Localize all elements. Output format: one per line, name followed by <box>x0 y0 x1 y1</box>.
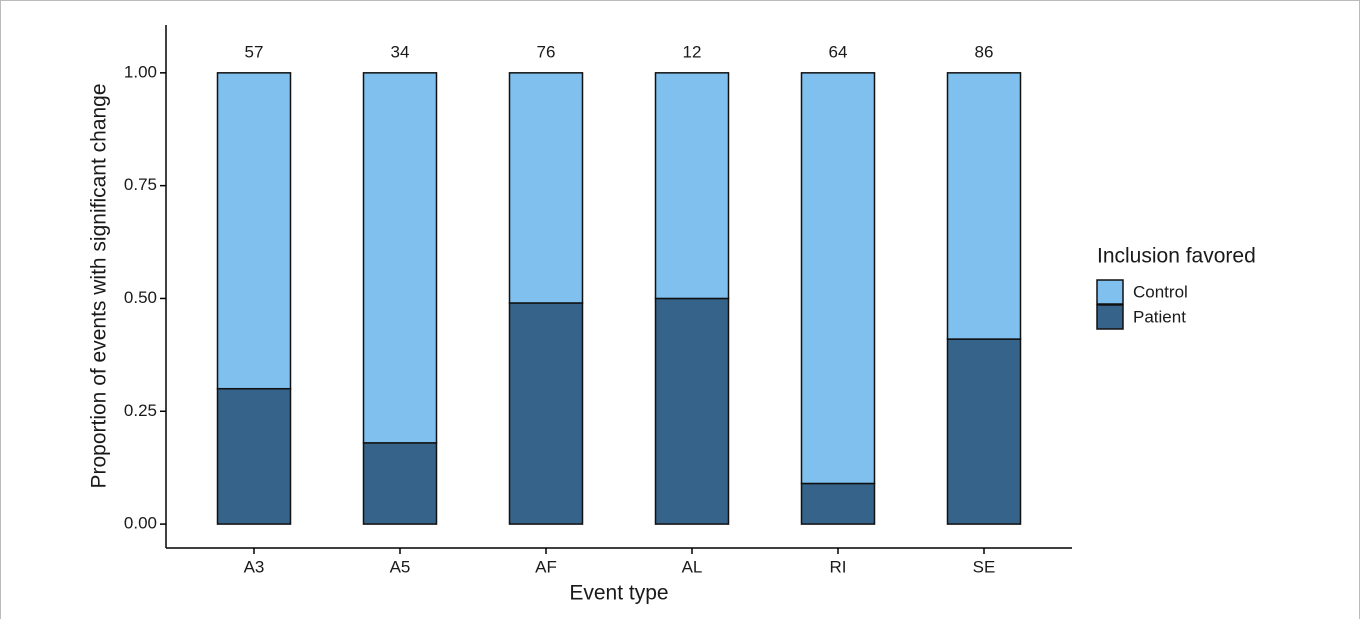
legend-key <box>1096 279 1124 305</box>
y-axis-title: Proportion of events with significant ch… <box>88 83 111 488</box>
bar-count-label: 64 <box>829 42 848 61</box>
y-tick-label: 0.50 <box>124 288 157 307</box>
bar-count-label: 86 <box>975 42 994 61</box>
bar-segment <box>508 72 584 304</box>
y-tick-label: 0.25 <box>124 401 157 420</box>
bar-segment <box>216 387 292 525</box>
legend-label: Control <box>1133 282 1188 301</box>
y-tick-label: 1.00 <box>124 62 157 81</box>
bar-count-label: 76 <box>537 42 556 61</box>
legend-title: Inclusion favored <box>1097 245 1256 268</box>
bar-segment <box>654 297 730 525</box>
bar-segment <box>800 482 876 525</box>
x-tick-label: AL <box>682 557 703 576</box>
y-tick-label: 0.00 <box>124 514 157 533</box>
bar-segment <box>362 442 438 525</box>
bar-count-label: 34 <box>391 42 410 61</box>
bar-segment <box>654 72 730 300</box>
bar-segment <box>362 72 438 444</box>
bar-segment <box>216 72 292 390</box>
x-tick-label: AF <box>535 557 557 576</box>
bar-segment <box>508 302 584 525</box>
bar-segment <box>946 338 1022 525</box>
x-tick-label: A5 <box>390 557 411 576</box>
bar-segment <box>800 72 876 485</box>
x-tick-label: RI <box>830 557 847 576</box>
x-tick-label: A3 <box>244 557 265 576</box>
y-tick-label: 0.75 <box>124 175 157 194</box>
legend-key <box>1096 304 1124 330</box>
bar-count-label: 57 <box>245 42 264 61</box>
legend-label: Patient <box>1133 307 1186 326</box>
bar-segment <box>946 72 1022 340</box>
x-axis-title: Event type <box>569 582 668 605</box>
x-tick-label: SE <box>973 557 996 576</box>
bar-count-label: 12 <box>683 42 702 61</box>
